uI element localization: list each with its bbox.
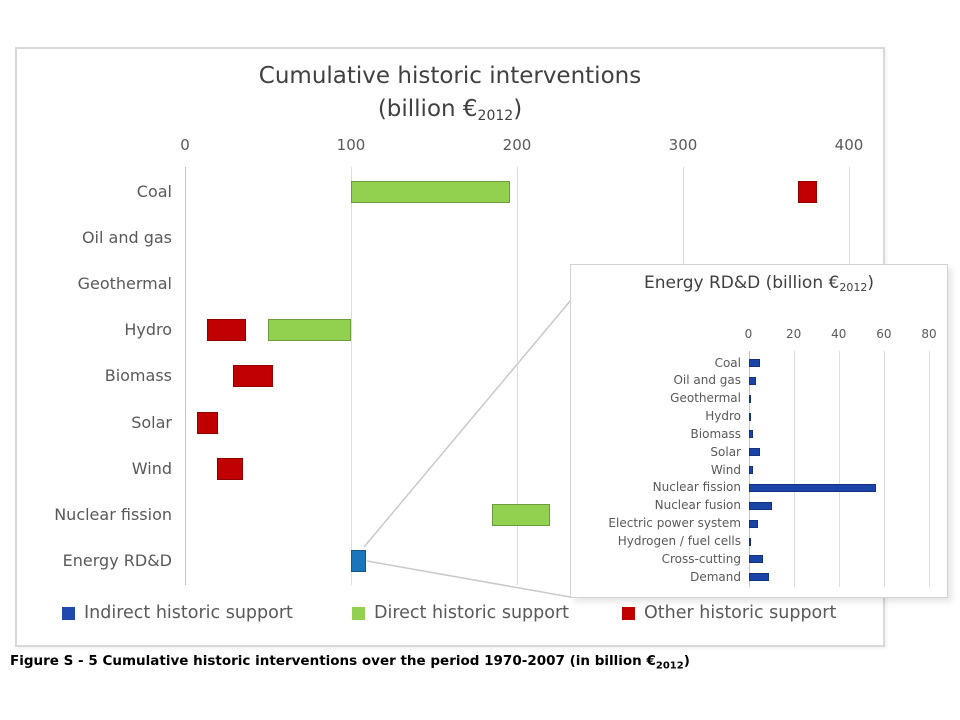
main-axis-tick-0: 0 <box>180 136 190 154</box>
inset-bar-biomass <box>748 430 754 439</box>
main-bar-hydro-direct-historic-support <box>268 319 351 342</box>
main-gridline-0 <box>185 167 186 585</box>
legend-item-indirect: Indirect historic support <box>62 603 293 623</box>
inset-row-label-nuclear-fusion: Nuclear fusion <box>654 498 741 513</box>
inset-row-label-cross-cutting: Cross-cutting <box>661 551 741 566</box>
main-bar-coal-other-historic-support <box>797 181 818 203</box>
main-axis-tick-200: 200 <box>502 136 532 154</box>
main-row-label-coal: Coal <box>136 182 172 201</box>
inset-axis-tick-20: 20 <box>785 327 802 341</box>
main-row-label-biomass: Biomass <box>104 366 172 386</box>
main-row-label-hydro: Hydro <box>124 320 172 340</box>
main-bar-wind-other-historic-support <box>216 457 244 480</box>
inset-row-label-biomass: Biomass <box>690 426 741 441</box>
legend-swatch-other <box>622 606 635 620</box>
inset-axis-tick-0: 0 <box>744 327 753 341</box>
inset-row-label-hydrogen-fuel-cells: Hydrogen / fuel cells <box>617 534 741 548</box>
inset-bar-electric-power-system <box>748 519 758 528</box>
inset-row-label-electric-power-system: Electric power system <box>608 516 741 531</box>
main-gridline-100 <box>351 167 352 585</box>
inset-row-label-wind: Wind <box>710 462 741 477</box>
legend-label-other: Other historic support <box>644 603 837 623</box>
main-bar-biomass-other-historic-support <box>233 365 273 388</box>
inset-bar-demand <box>748 573 770 582</box>
main-bar-hydro-other-historic-support <box>206 319 247 342</box>
main-bar-solar-other-historic-support <box>196 411 219 434</box>
inset-title: Energy RD&D (billion €2012) <box>644 273 874 294</box>
inset-row-label-geothermal: Geothermal <box>670 391 741 406</box>
main-row-label-solar: Solar <box>131 412 172 432</box>
inset-row-label-solar: Solar <box>710 444 741 459</box>
chart-title-line1: Cumulative historic interventions <box>258 63 642 89</box>
inset-title-subscript: 2012 <box>839 281 868 294</box>
legend-label-indirect: Indirect historic support <box>84 603 293 623</box>
inset-bar-solar <box>748 448 761 457</box>
inset-chart: Energy RD&D (billion €2012) 0 20 40 60 80 Coa… <box>570 264 948 598</box>
inset-gridline-20 <box>793 351 795 587</box>
title-subscript: 2012 <box>477 108 514 124</box>
inset-bar-hydrogen-fuel-cells <box>748 537 751 546</box>
inset-row-label-oil-and-gas: Oil and gas <box>673 373 741 388</box>
legend-swatch-direct <box>352 606 365 620</box>
main-bar-energy-rd-d-indirect-historic-support <box>351 549 366 572</box>
inset-bar-nuclear-fission <box>748 483 876 492</box>
inset-axis-tick-40: 40 <box>831 327 847 341</box>
main-row-label-geothermal: Geothermal <box>77 274 172 294</box>
legend-item-direct: Direct historic support <box>352 603 569 623</box>
main-axis-tick-400: 400 <box>834 136 864 154</box>
chart-title-line2: (billion €2012) <box>377 96 523 124</box>
chart-title: Cumulative historic interventions (billi… <box>15 60 885 129</box>
inset-bar-wind <box>748 466 753 475</box>
legend-swatch-indirect <box>62 606 75 620</box>
main-row-label-energy-rd-d: Energy RD&D <box>62 550 172 570</box>
legend-item-other: Other historic support <box>622 603 836 623</box>
inset-row-label-nuclear-fission: Nuclear fission <box>652 480 741 495</box>
inset-row-label-coal: Coal <box>714 355 741 370</box>
main-row-label-nuclear-fission: Nuclear fission <box>54 504 172 524</box>
legend-label-direct: Direct historic support <box>374 603 570 623</box>
main-bar-nuclear-fission-direct-historic-support <box>492 503 551 526</box>
inset-bar-hydro <box>748 412 751 421</box>
inset-gridline-60 <box>883 351 885 587</box>
main-axis-tick-300: 300 <box>668 136 698 154</box>
caption-subscript: 2012 <box>655 660 684 672</box>
main-row-label-wind: Wind <box>131 458 172 478</box>
inset-bar-geothermal <box>748 394 751 403</box>
main-bar-coal-direct-historic-support <box>351 181 511 203</box>
inset-axis-tick-80: 80 <box>921 327 937 341</box>
inset-bar-oil-and-gas <box>748 376 757 385</box>
legend: Indirect historic support Direct histori… <box>0 603 960 629</box>
figure-caption: Figure S - 5 Cumulative historic interve… <box>10 653 690 672</box>
inset-bar-cross-cutting <box>748 555 764 564</box>
inset-row-label-hydro: Hydro <box>705 409 741 424</box>
inset-bar-coal <box>748 359 761 367</box>
inset-axis-tick-60: 60 <box>876 327 892 341</box>
main-row-label-oil-and-gas: Oil and gas <box>81 228 172 248</box>
inset-bar-nuclear-fusion <box>748 501 773 510</box>
inset-gridline-80 <box>928 351 930 587</box>
inset-row-label-demand: Demand <box>690 569 741 584</box>
inset-gridline-40 <box>838 351 840 587</box>
main-axis-tick-100: 100 <box>336 136 366 154</box>
